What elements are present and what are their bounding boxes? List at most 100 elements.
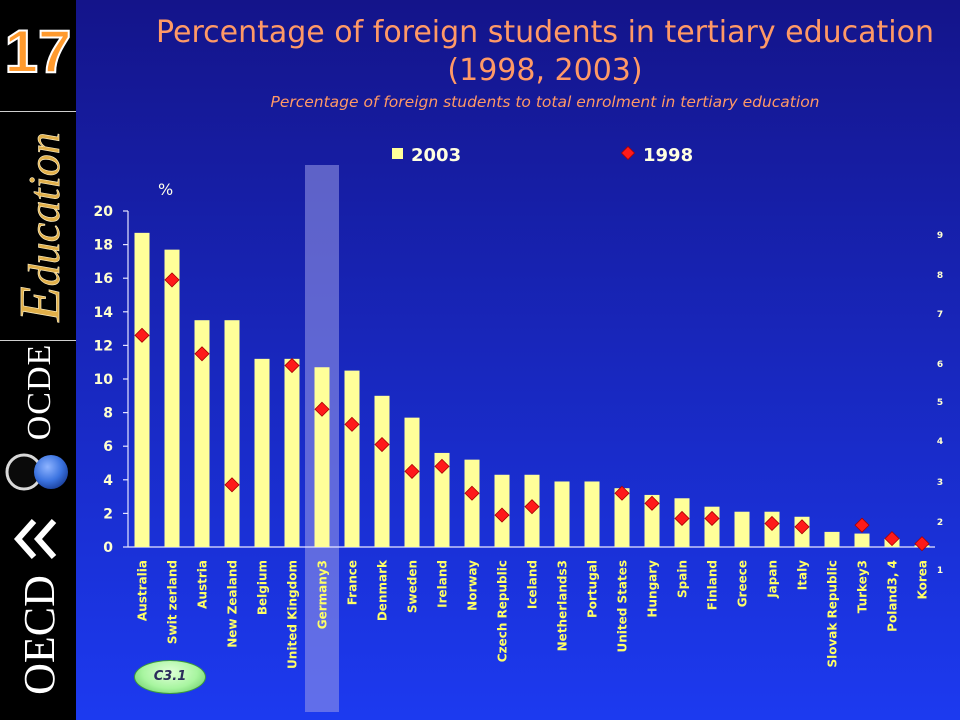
right-axis-label-4: 4 [937,437,943,447]
right-axis-label-1: 1 [937,566,943,576]
chart-header: Percentage of foreign students in tertia… [150,14,940,113]
marker-1998-korea [914,536,930,552]
category-label-netherlands3: Netherlands3 [556,560,570,651]
bar-2003-ireland [434,452,450,547]
y-tick-label-20: 20 [94,204,114,220]
right-axis-labels: 9 8 7 6 5 4 3 2 1 [937,231,943,576]
oecd-wordmark: OECD [15,575,64,695]
chart-title: Percentage of foreign students in tertia… [156,15,934,50]
marker-1998-japan [764,515,780,532]
marker-1998-hungary [644,495,660,511]
marker-1998-norway [464,485,480,501]
marker-1998-denmark [374,436,390,453]
marker-1998-italy [794,519,810,535]
bar-2003-united-kingdom [284,358,300,547]
sidebar-divider-top [0,111,76,112]
category-label-italy: Italy [796,560,810,590]
y-tick-label-14: 14 [94,305,114,321]
bar-2003-slovak-republic [824,531,840,547]
category-label-united-kingdom: United Kingdom [286,560,300,669]
oecd-circles-logo-icon [5,453,68,491]
bar-2003-united-states [614,488,630,547]
marker-1998-swit-zerland [164,272,180,288]
legend: 2003 1998 [392,145,693,166]
category-label-slovak-republic: Slovak Republic [826,560,840,668]
category-label-denmark: Denmark [376,559,390,621]
y-tick-label-0: 0 [103,540,113,556]
indicator-badge: C3.1 [134,660,206,694]
y-tick-label-2: 2 [103,506,113,522]
marker-1998-united-kingdom [284,357,300,374]
right-axis-label-9: 9 [937,231,943,241]
marker-1998-poland3-4 [884,531,900,547]
marker-1998-australia [134,327,150,343]
right-axis-label-3: 3 [937,478,943,488]
markers-1998 [134,272,930,552]
y-tick-label-10: 10 [94,372,114,388]
y-tick-label-6: 6 [103,439,113,455]
marker-1998-spain [674,510,690,527]
bar-2003-netherlands3 [554,481,570,547]
y-tick-label-16: 16 [94,271,113,287]
category-label-ireland: Ireland [436,560,450,608]
bar-2003-sweden [404,417,420,547]
bar-2003-turkey3 [854,533,870,547]
category-label-austria: Austria [196,560,210,609]
legend-swatch-2003 [392,148,403,159]
slide-number: 17 [4,18,73,85]
bar-2003-denmark [374,395,390,547]
category-labels: Australia Swit zerland Austria New Zealand B… [136,559,930,669]
category-label-portugal: Portugal [586,560,600,618]
bar-2003-france [344,370,360,547]
education-logo: Education [7,132,73,322]
sidebar: 17 Education OCDE OECD [0,0,76,720]
ocde-wordmark: OCDE [21,343,58,441]
bar-2003-swit-zerland [164,249,180,547]
y-tick-label-4: 4 [103,473,113,489]
legend-marker-1998 [620,145,636,161]
marker-1998-france [344,416,360,432]
marker-1998-new-zealand [224,477,240,493]
marker-1998-finland [704,510,720,527]
y-tick-label-8: 8 [103,406,113,422]
category-label-norway: Norway [466,560,480,611]
legend-label-1998: 1998 [643,145,693,166]
category-label-spain: Spain [676,560,690,598]
bar-2003-belgium [254,358,270,547]
marker-1998-czech-republic [494,507,510,523]
category-label-australia: Australia [136,560,150,621]
category-label-swit-zerland: Swit zerland [166,560,180,644]
bar-2003-new-zealand [224,320,240,547]
double-chevron-icon [13,519,57,559]
marker-1998-austria [194,346,210,362]
marker-1998-germany3 [314,401,330,417]
category-label-finland: Finland [706,560,720,610]
y-tick-label-18: 18 [94,238,113,254]
category-label-iceland: Iceland [526,560,540,609]
category-label-belgium: Belgium [256,560,270,615]
bar-2003-australia [134,232,150,547]
marker-1998-united-states [614,485,630,501]
y-axis-unit-label: % [158,180,173,199]
category-label-hungary: Hungary [646,560,660,618]
marker-1998-iceland [524,499,540,515]
marker-1998-ireland [434,458,450,474]
category-label-new-zealand: New Zealand [226,560,240,648]
bar-2003-germany3 [314,367,330,547]
marker-1998-sweden [404,463,420,479]
category-label-turkey3: Turkey3 [856,560,870,613]
category-label-korea: Korea [916,560,930,600]
bar-2003-norway [464,459,480,547]
category-label-greece: Greece [736,560,750,607]
y-tick-label-12: 12 [94,338,113,354]
chart-title-years: (1998, 2003) [447,53,643,88]
sidebar-divider-middle [0,340,76,341]
chart-subtitle: Percentage of foreign students to total … [270,93,820,111]
bar-2003-portugal [584,481,600,547]
axes: 0 2 4 6 8 10 12 14 16 18 20 [94,204,935,556]
category-label-france: France [346,560,360,605]
category-label-czech-republic: Czech Republic [496,560,510,662]
right-axis-label-8: 8 [937,271,943,281]
category-label-japan: Japan [766,560,780,599]
